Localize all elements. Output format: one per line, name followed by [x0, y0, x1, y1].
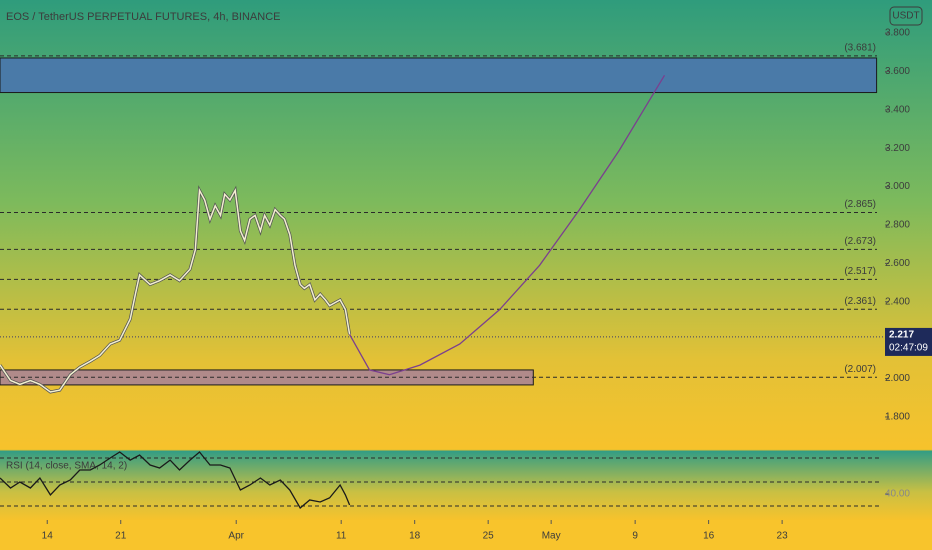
- y-tick-label: 2.600: [885, 258, 910, 269]
- last-price: 2.217: [889, 330, 914, 341]
- x-tick-label: 23: [777, 531, 789, 542]
- x-tick-label: Apr: [228, 531, 244, 542]
- chart-title: EOS / TetherUS PERPETUAL FUTURES, 4h, BI…: [6, 11, 280, 23]
- zone: [0, 57, 878, 94]
- y-tick-label: 3.000: [885, 181, 910, 192]
- level-label: (3.681): [844, 43, 876, 54]
- x-tick-label: 9: [632, 531, 638, 542]
- projection: [349, 74, 666, 376]
- x-tick-label: May: [542, 531, 561, 542]
- currency-badge[interactable]: [889, 6, 923, 26]
- x-tick-label: 11: [336, 531, 347, 542]
- level-label: (2.865): [844, 199, 876, 210]
- y-tick-label: 3.400: [885, 104, 910, 115]
- x-tick-label: 21: [115, 531, 127, 542]
- y-tick-label: 2.800: [885, 220, 910, 231]
- countdown: 02:47:09: [889, 343, 928, 354]
- rsi-label: RSI (14, close, SMA, 14, 2): [6, 461, 127, 472]
- level-label: (2.007): [844, 364, 876, 375]
- time-axis: [0, 520, 932, 550]
- x-tick-label: 14: [42, 531, 54, 542]
- x-tick-label: 16: [703, 531, 715, 542]
- y-tick-label: 3.200: [885, 143, 910, 154]
- rsi-line: [0, 451, 351, 509]
- currency: USDT: [892, 11, 919, 22]
- y-tick-label: 1.800: [885, 412, 910, 423]
- last-price-box: [885, 327, 932, 356]
- x-tick-label: 18: [409, 531, 421, 542]
- y-tick-label: 2.000: [885, 373, 910, 384]
- level-label: (2.673): [844, 236, 876, 247]
- price-line: [0, 187, 351, 393]
- y-tick-label: 2.400: [885, 296, 910, 307]
- x-tick-label: 25: [483, 531, 495, 542]
- level-label: (2.517): [844, 266, 876, 277]
- rsi-pane: [0, 450, 932, 520]
- rsi-tick-label: 40.00: [885, 489, 910, 500]
- y-tick-label: 3.600: [885, 66, 910, 77]
- level-label: (2.361): [844, 296, 876, 307]
- y-tick-label: 3.800: [885, 28, 910, 39]
